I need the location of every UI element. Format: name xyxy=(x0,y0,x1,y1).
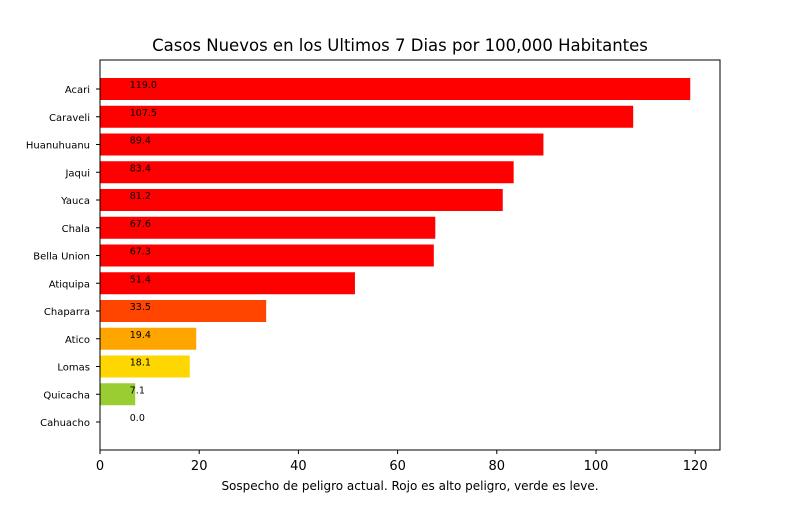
bar-2 xyxy=(100,133,544,156)
y-tick-label-9: Atico xyxy=(65,335,90,346)
data-label-9: 19.4 xyxy=(130,330,151,341)
bar-5 xyxy=(100,216,436,239)
data-label-12: 0.0 xyxy=(130,413,145,424)
y-tick-label-0: Acari xyxy=(65,85,90,96)
x-axis-label: Sospecho de peligro actual. Rojo es alto… xyxy=(221,479,598,493)
y-tick-label-6: Bella Union xyxy=(33,252,90,263)
data-label-1: 107.5 xyxy=(130,108,157,119)
bar-4 xyxy=(100,189,503,211)
bar-6 xyxy=(100,244,434,267)
bar-0 xyxy=(100,78,691,100)
y-tick-label-1: Caraveli xyxy=(49,113,90,124)
data-label-0: 119.0 xyxy=(130,80,157,91)
bar-10 xyxy=(100,355,190,378)
x-tick-label-5: 100 xyxy=(584,459,609,474)
plot-frame xyxy=(99,59,721,451)
data-label-11: 7.1 xyxy=(130,385,145,396)
y-tick-label-7: Atiquipa xyxy=(49,279,90,290)
data-label-3: 83.4 xyxy=(130,163,151,174)
y-tick-label-4: Yauca xyxy=(60,196,90,207)
x-tick-label-3: 60 xyxy=(389,459,406,474)
x-tick-label-4: 80 xyxy=(489,459,506,474)
bar-7 xyxy=(100,272,355,295)
bar-8 xyxy=(100,300,267,322)
y-tick-label-12: Cahuacho xyxy=(40,418,90,429)
y-tick-label-11: Quicacha xyxy=(43,390,90,401)
x-tick-label-2: 40 xyxy=(290,459,307,474)
y-tick-label-8: Chaparra xyxy=(44,307,90,318)
data-label-6: 67.3 xyxy=(130,247,151,258)
y-tick-label-2: Huanuhuanu xyxy=(26,141,90,152)
bar-9 xyxy=(100,327,197,350)
data-label-10: 18.1 xyxy=(130,358,151,369)
bar-3 xyxy=(100,161,514,184)
y-tick-label-5: Chala xyxy=(62,224,90,235)
bar-11 xyxy=(100,383,136,406)
y-tick-label-10: Lomas xyxy=(57,363,90,374)
y-tick-label-3: Jaqui xyxy=(64,168,90,179)
x-tick-label-1: 20 xyxy=(191,459,208,474)
x-tick-label-6: 120 xyxy=(683,459,708,474)
bar-1 xyxy=(100,105,634,128)
data-label-5: 67.6 xyxy=(130,219,151,230)
data-label-2: 89.4 xyxy=(130,136,151,147)
chart-title: Casos Nuevos en los Ultimos 7 Dias por 1… xyxy=(152,36,648,55)
data-label-8: 33.5 xyxy=(130,302,151,313)
data-label-4: 81.2 xyxy=(130,191,151,202)
data-label-7: 51.4 xyxy=(130,274,151,285)
x-tick-label-0: 0 xyxy=(96,459,104,474)
